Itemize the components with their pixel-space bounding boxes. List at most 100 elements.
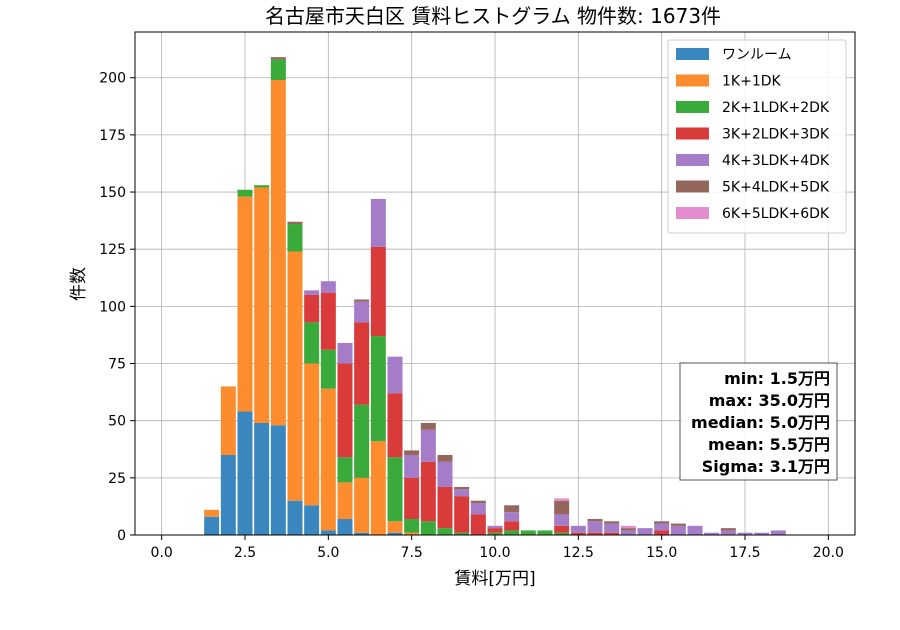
bar-segment bbox=[404, 532, 420, 535]
bar-segment bbox=[354, 301, 370, 323]
y-tick-label: 100 bbox=[99, 299, 126, 315]
bar-segment bbox=[620, 525, 636, 529]
bar-segment bbox=[437, 486, 453, 529]
bar-segment bbox=[737, 532, 753, 535]
bar-segment bbox=[487, 528, 503, 533]
bar-segment bbox=[654, 521, 670, 524]
bar-segment bbox=[287, 500, 303, 535]
y-axis-label: 件数 bbox=[69, 267, 89, 301]
bar-segment bbox=[504, 521, 520, 531]
bar-segment bbox=[620, 528, 636, 531]
bar-segment bbox=[254, 187, 270, 423]
legend-entry: 4K+3LDK+4DK bbox=[722, 153, 830, 169]
bar-segment bbox=[437, 461, 453, 487]
y-tick-label: 175 bbox=[99, 128, 126, 144]
bar-segment bbox=[604, 523, 620, 533]
bar-segment bbox=[487, 532, 503, 535]
legend-swatch bbox=[676, 48, 709, 60]
bar-segment bbox=[637, 528, 653, 535]
bar-segment bbox=[520, 530, 536, 535]
bar-segment bbox=[604, 521, 620, 524]
bar-segment bbox=[387, 532, 403, 535]
bar-segment bbox=[420, 422, 436, 430]
bar-segment bbox=[620, 530, 636, 535]
bar-segment bbox=[354, 299, 370, 302]
bar-segment bbox=[270, 59, 286, 81]
bar-segment bbox=[454, 486, 470, 490]
bar-segment bbox=[670, 523, 686, 526]
y-tick-label: 0 bbox=[117, 528, 126, 544]
bar-segment bbox=[670, 525, 686, 535]
bar-segment bbox=[270, 57, 286, 60]
bar-segment bbox=[420, 521, 436, 535]
legend-swatch bbox=[676, 127, 709, 140]
bar-segment bbox=[387, 521, 403, 533]
bar-segment bbox=[287, 221, 303, 225]
bar-segment bbox=[454, 489, 470, 497]
bar-segment bbox=[420, 429, 436, 462]
bar-segment bbox=[320, 388, 336, 531]
bar-segment bbox=[604, 532, 620, 535]
y-tick-label: 150 bbox=[99, 185, 126, 201]
legend-entry: 1K+1DK bbox=[722, 74, 782, 90]
legend: ワンルーム 1K+1DK 2K+1LDK+2DK 3K+2LDK+3DK 4K+3LDK… bbox=[667, 39, 847, 234]
bar-segment bbox=[204, 516, 220, 535]
bar-segment bbox=[554, 514, 570, 526]
x-tick-label: 15.0 bbox=[646, 545, 677, 561]
bar-segment bbox=[654, 523, 670, 531]
legend-box bbox=[667, 39, 847, 234]
bar-segment bbox=[454, 496, 470, 533]
bar-segment bbox=[487, 525, 503, 529]
bar-segment bbox=[437, 528, 453, 535]
bar-segment bbox=[387, 393, 403, 458]
chart-title: 名古屋市天白区 賃料ヒストグラム 物件数: 1673件 bbox=[265, 4, 721, 28]
bar-segment bbox=[337, 342, 353, 364]
bar-segment bbox=[754, 532, 770, 535]
bar-segment bbox=[354, 404, 370, 478]
bar-segment bbox=[504, 530, 520, 535]
stats-box: min: 1.5万円 max: 35.0万円 median: 5.0万円 mea… bbox=[679, 362, 838, 481]
bar-segment bbox=[304, 290, 320, 295]
bar-segment bbox=[204, 509, 220, 517]
bar-stacks bbox=[204, 57, 786, 535]
bar-segment bbox=[304, 505, 320, 535]
bar-segment bbox=[454, 532, 470, 535]
bar-segment bbox=[237, 411, 253, 535]
y-tick-label: 50 bbox=[108, 414, 126, 430]
bar-segment bbox=[720, 530, 736, 535]
bar-segment bbox=[587, 532, 603, 535]
bar-segment bbox=[287, 251, 303, 501]
bar-segment bbox=[587, 521, 603, 533]
bar-segment bbox=[320, 292, 336, 350]
stats-max: max: 35.0万円 bbox=[709, 391, 830, 410]
bar-segment bbox=[304, 294, 320, 323]
x-tick-label: 7.5 bbox=[401, 545, 423, 561]
bar-segment bbox=[287, 224, 303, 252]
x-tick-label: 10.0 bbox=[479, 545, 510, 561]
bar-segment bbox=[554, 500, 570, 515]
bar-segment bbox=[337, 457, 353, 483]
bar-segment bbox=[220, 386, 236, 455]
legend-entry: ワンルーム bbox=[722, 47, 792, 63]
stats-mean: mean: 5.5万円 bbox=[708, 435, 830, 454]
bar-segment bbox=[370, 198, 386, 247]
bar-segment bbox=[687, 525, 703, 535]
bar-segment bbox=[337, 482, 353, 519]
legend-entry: 5K+4LDK+5DK bbox=[722, 180, 830, 196]
bar-segment bbox=[537, 530, 553, 535]
x-tick-label: 12.5 bbox=[563, 545, 594, 561]
legend-swatch bbox=[676, 207, 709, 219]
legend-entry: 6K+5LDK+6DK bbox=[722, 206, 830, 222]
bar-segment bbox=[437, 454, 453, 462]
bar-segment bbox=[404, 518, 420, 533]
bar-segment bbox=[370, 441, 386, 535]
legend-swatch bbox=[676, 101, 709, 113]
bar-segment bbox=[770, 530, 786, 535]
bar-segment bbox=[320, 530, 336, 535]
bar-segment bbox=[270, 80, 286, 426]
bar-segment bbox=[320, 281, 336, 293]
x-tick-label: 17.5 bbox=[729, 545, 760, 561]
bar-segment bbox=[220, 454, 236, 535]
bar-segment bbox=[387, 356, 403, 394]
